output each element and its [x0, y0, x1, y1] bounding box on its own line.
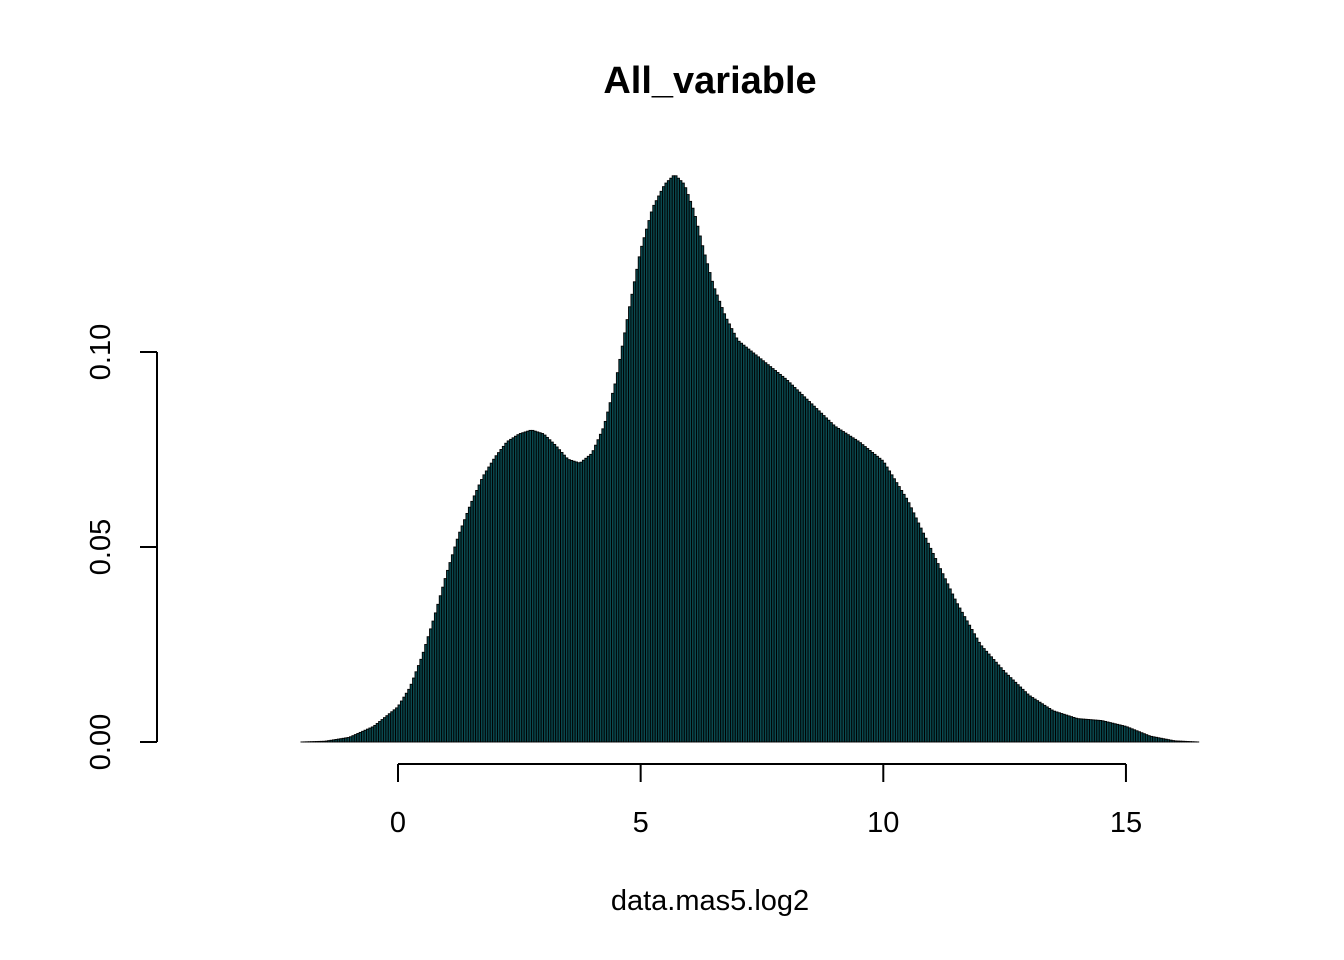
x-axis: 0 5 10 15 — [390, 763, 1142, 839]
chart-title: All_variable — [603, 60, 816, 102]
x-tick-label: 5 — [633, 807, 649, 839]
x-tick-label: 15 — [1110, 807, 1142, 839]
x-tick-label: 0 — [390, 807, 406, 839]
y-tick-label: 0.05 — [85, 519, 117, 575]
y-axis: 0.00 0.05 0.10 — [85, 324, 158, 770]
histogram-bars — [300, 175, 1200, 743]
y-tick-label: 0.10 — [85, 324, 117, 380]
x-tick-label: 10 — [867, 807, 899, 839]
x-axis-label: data.mas5.log2 — [611, 885, 809, 917]
y-tick-label: 0.00 — [85, 714, 117, 770]
